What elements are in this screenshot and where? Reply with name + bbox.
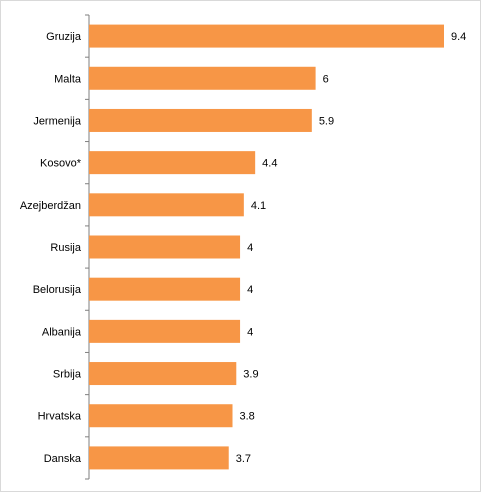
bar-hrvatska xyxy=(89,404,233,428)
category-label: Kosovo* xyxy=(40,158,82,170)
value-label: 4 xyxy=(247,284,253,296)
category-label: Gruzija xyxy=(46,31,82,43)
bar-albanija xyxy=(89,319,241,343)
category-label: Azejberdžan xyxy=(20,200,81,212)
bar-gruzija xyxy=(89,24,444,48)
category-label: Malta xyxy=(54,73,82,85)
bar-rusija xyxy=(89,235,241,259)
category-label: Jermenija xyxy=(33,115,82,127)
value-label: 4.4 xyxy=(262,158,277,170)
category-label: Hrvatska xyxy=(38,411,82,423)
bar-malta xyxy=(89,66,316,90)
category-label: Albanija xyxy=(42,326,82,338)
value-label: 4 xyxy=(247,326,253,338)
value-label: 3.7 xyxy=(236,453,251,465)
value-label: 4.1 xyxy=(251,200,266,212)
category-label: Danska xyxy=(44,453,82,465)
value-label: 3.9 xyxy=(243,369,258,381)
bar-danska xyxy=(89,446,229,470)
value-label: 6 xyxy=(323,73,329,85)
value-label: 5.9 xyxy=(319,115,334,127)
value-label: 3.8 xyxy=(240,411,255,423)
bar-kosovo xyxy=(89,151,256,175)
category-label: Srbija xyxy=(53,369,82,381)
bar-belorusija xyxy=(89,277,241,301)
value-label: 4 xyxy=(247,242,253,254)
bar-azejberd-an xyxy=(89,193,244,217)
bar-jermenija xyxy=(89,108,312,132)
bar-srbija xyxy=(89,362,237,386)
category-label: Belorusija xyxy=(33,284,82,296)
category-label: Rusija xyxy=(50,242,81,254)
value-label: 9.4 xyxy=(451,31,466,43)
